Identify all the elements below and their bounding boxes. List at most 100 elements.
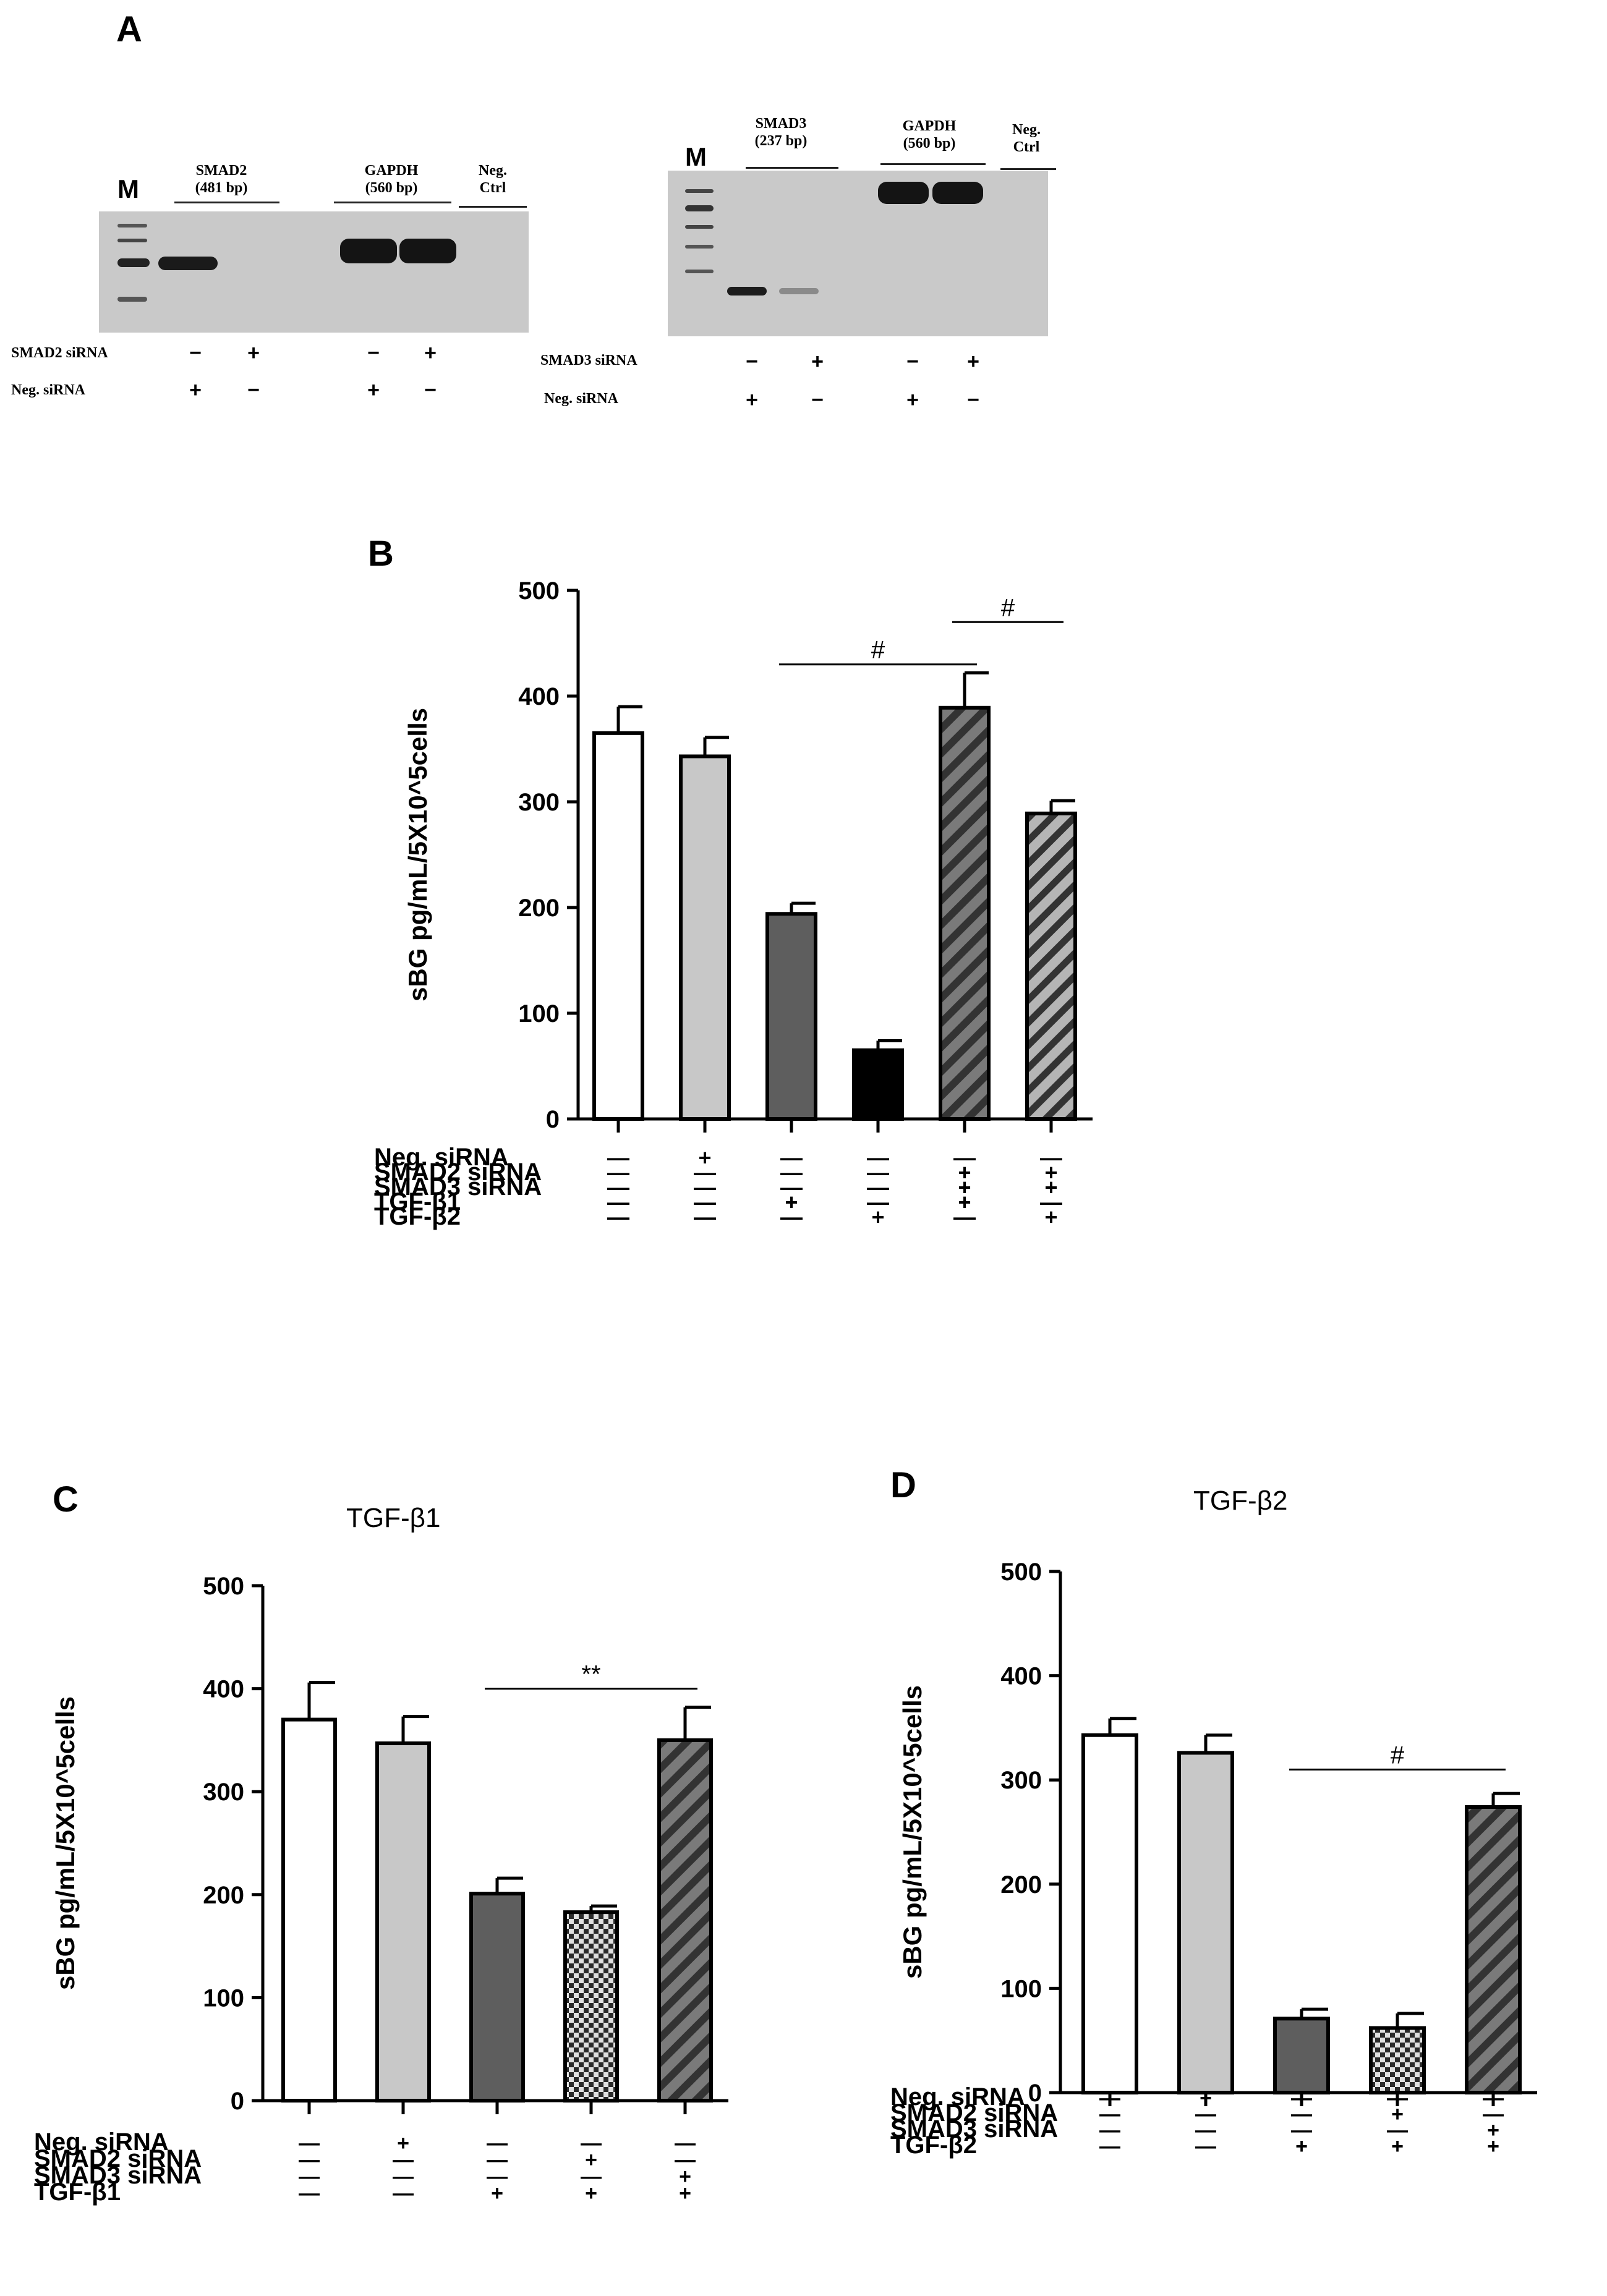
gel1-sign: + (189, 378, 202, 402)
chart2-condition-sign: — (1483, 2086, 1504, 2110)
chart2-y-tick-label: 300 (1000, 1767, 1042, 1794)
gel1-ladder-band (117, 258, 150, 267)
chart0-condition-sign: + (1044, 1175, 1057, 1200)
chart2-y-tick-label: 100 (1000, 1975, 1042, 2002)
chart0-y-tick-label: 300 (518, 789, 560, 816)
chart1-condition-sign: — (487, 2132, 508, 2155)
gel1-label-gapdh: GAPDH (560 bp) (339, 162, 444, 197)
gel2-gapdh-band (932, 182, 983, 204)
chart2-condition-sign: + (1295, 2135, 1308, 2158)
chart2-bar (1369, 2026, 1426, 2095)
gel2-ladder-band (685, 205, 714, 211)
chart2-condition-sign: — (1291, 2103, 1312, 2126)
chart0-condition-sign: — (607, 1145, 629, 1170)
chart0-condition-sign: — (780, 1204, 803, 1230)
chart2-condition-sign: — (1195, 2103, 1216, 2126)
chart2-condition-label: TGF-β2 (890, 2132, 977, 2159)
gel2-sign: − (746, 350, 758, 373)
chart2-condition-sign: — (1291, 2086, 1312, 2110)
chart0-condition-sign: — (953, 1204, 976, 1230)
chart1-condition-sign: — (299, 2182, 320, 2205)
chart0-condition-sign: — (953, 1145, 976, 1170)
chart1-y-tick-label: 0 (231, 2088, 244, 2115)
gel1-label-gapdh-size: (560 bp) (365, 180, 418, 196)
gel2-sign: + (746, 388, 758, 412)
chart0-condition-label: SMAD3 siRNA (374, 1173, 542, 1201)
chart2-condition-sign: — (1099, 2119, 1120, 2142)
gel1-label-negctrl-line1: Neg. (479, 163, 507, 179)
chart2-bar (1465, 1805, 1522, 2094)
gel2-ladder-band (685, 189, 714, 193)
gel2-sign: + (967, 350, 979, 373)
chart2-y-tick-label: 400 (1000, 1663, 1042, 1690)
chart1-condition-sign: — (581, 2165, 602, 2188)
chart0-condition-label: SMAD2 siRNA (374, 1159, 542, 1186)
chart0-condition-sign: + (958, 1189, 971, 1215)
chart0-condition-sign: — (607, 1204, 629, 1230)
chart1-bar (657, 1738, 713, 2103)
gel2-label-gapdh-name: GAPDH (902, 118, 957, 134)
gel2-marker-label: M (685, 142, 707, 171)
gel1-sign: − (367, 341, 380, 365)
chart0-condition-sign: — (694, 1204, 716, 1230)
chart0-condition-sign: — (607, 1189, 629, 1215)
chart0-condition-sign: — (780, 1145, 803, 1170)
gel2-label-negctrl-line2: Ctrl (1013, 139, 1040, 155)
chart0-condition-sign: — (1040, 1145, 1062, 1170)
gel1-underline-smad2 (174, 202, 279, 203)
chart2-condition-sign: + (1391, 2135, 1404, 2158)
chart2-title: TGF-β2 (1193, 1486, 1287, 1516)
chart1-bar (281, 1717, 337, 2103)
chart0-y-axis-label: sBG pg/mL/5X10^5cells (403, 708, 432, 1001)
gel2-label-gapdh-size: (560 bp) (903, 135, 956, 151)
gel1-sign: + (424, 341, 437, 365)
gel2-underline-negctrl (1000, 168, 1056, 170)
chart0-y-tick-label: 400 (518, 683, 560, 710)
gel2-sign: − (906, 350, 919, 373)
gel1-ladder-band (117, 224, 147, 227)
gel1-row-label-neg-sirna: Neg. siRNA (11, 382, 85, 398)
chart1-condition-label: Neg. siRNA (34, 2128, 169, 2156)
gel2-ladder-band (685, 270, 714, 273)
chart2-condition-sign: — (1483, 2103, 1504, 2126)
chart1-condition-sign: — (393, 2182, 414, 2205)
gel2-smad3-band (779, 288, 819, 294)
gel2-underline-gapdh (880, 163, 986, 165)
chart2-panel-letter: D (890, 1465, 916, 1505)
gel2-label-smad3-size: (237 bp) (754, 133, 808, 149)
gel1-sign: − (189, 341, 202, 365)
chart0-condition-label: Neg. siRNA (374, 1144, 509, 1171)
chart0-bar (852, 1048, 904, 1121)
chart2-y-tick-label: 0 (1028, 2080, 1042, 2107)
panel-letter-a: A (116, 9, 142, 49)
chart1-bar (563, 1910, 619, 2103)
chart1-condition-sign: — (299, 2132, 320, 2155)
gel1-image (99, 211, 529, 333)
chart0-condition-sign: — (867, 1175, 889, 1200)
gel2-ladder-band (685, 245, 714, 249)
chart2-y-tick-label: 500 (1000, 1558, 1042, 1586)
gel1-sign: + (367, 378, 380, 402)
chart2-bar (1273, 2017, 1330, 2094)
chart0-condition-sign: — (867, 1160, 889, 1185)
chart1-condition-label: TGF-β1 (34, 2179, 121, 2206)
gel1-ladder-band (117, 297, 147, 302)
chart0-y-tick-label: 500 (518, 577, 560, 605)
chart0-significance-label: # (1001, 594, 1015, 621)
gel2-sign: + (906, 388, 919, 412)
chart1-condition-sign: + (491, 2182, 503, 2205)
gel2-label-smad3-name: SMAD3 (755, 116, 807, 132)
gel2-label-gapdh: GAPDH (560 bp) (877, 117, 982, 152)
chart1-bar (375, 1741, 431, 2103)
chart1-condition-sign: + (585, 2148, 597, 2172)
gel1-row-label-smad2-sirna: SMAD2 siRNA (11, 345, 108, 361)
chart1-condition-sign: + (679, 2182, 691, 2205)
chart1-condition-sign: — (487, 2165, 508, 2188)
chart1-y-tick-label: 300 (203, 1779, 244, 1806)
gel1-underline-negctrl (459, 206, 527, 208)
gel1-sign: − (247, 378, 260, 402)
chart2-condition-label: Neg. siRNA (890, 2083, 1025, 2111)
chart0-condition-sign: — (607, 1175, 629, 1200)
chart2-significance-label: # (1391, 1741, 1405, 1769)
